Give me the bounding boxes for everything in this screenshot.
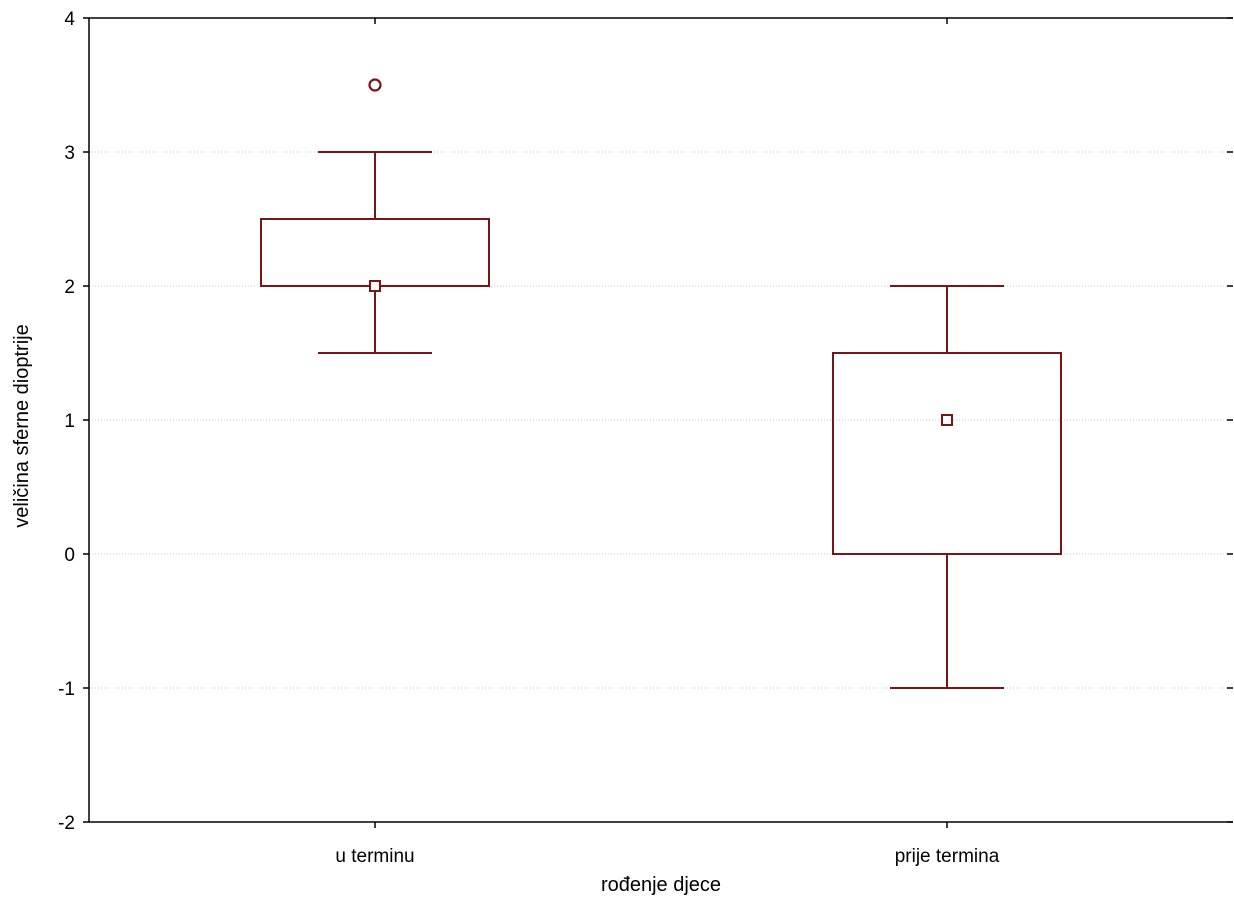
y-tick-label: 3 [64,143,75,164]
axes: -2 -1 0 1 2 3 4 u terminu prije termina [58,9,1233,867]
x-axis-title: rođenje djece [601,874,721,896]
box-iqr [832,352,1062,555]
box-group-1 [832,285,1062,689]
y-tick-label: 2 [64,277,75,298]
median-marker [941,414,953,426]
y-tick-label: 0 [64,545,75,566]
y-tick-label: 1 [64,411,75,432]
outlier-point [368,78,382,92]
y-tick-label: 4 [64,9,75,30]
median-marker [369,280,381,292]
box-group-0 [260,78,490,354]
y-axis-title: veličina sferne dioptrije [11,324,33,527]
y-tick-label: -2 [58,813,75,834]
x-tick-label: u terminu [335,846,414,867]
box-plot-series [260,78,1062,689]
y-tick-label: -1 [58,679,75,700]
box-iqr [260,218,490,287]
x-tick-label: prije termina [895,846,1000,867]
